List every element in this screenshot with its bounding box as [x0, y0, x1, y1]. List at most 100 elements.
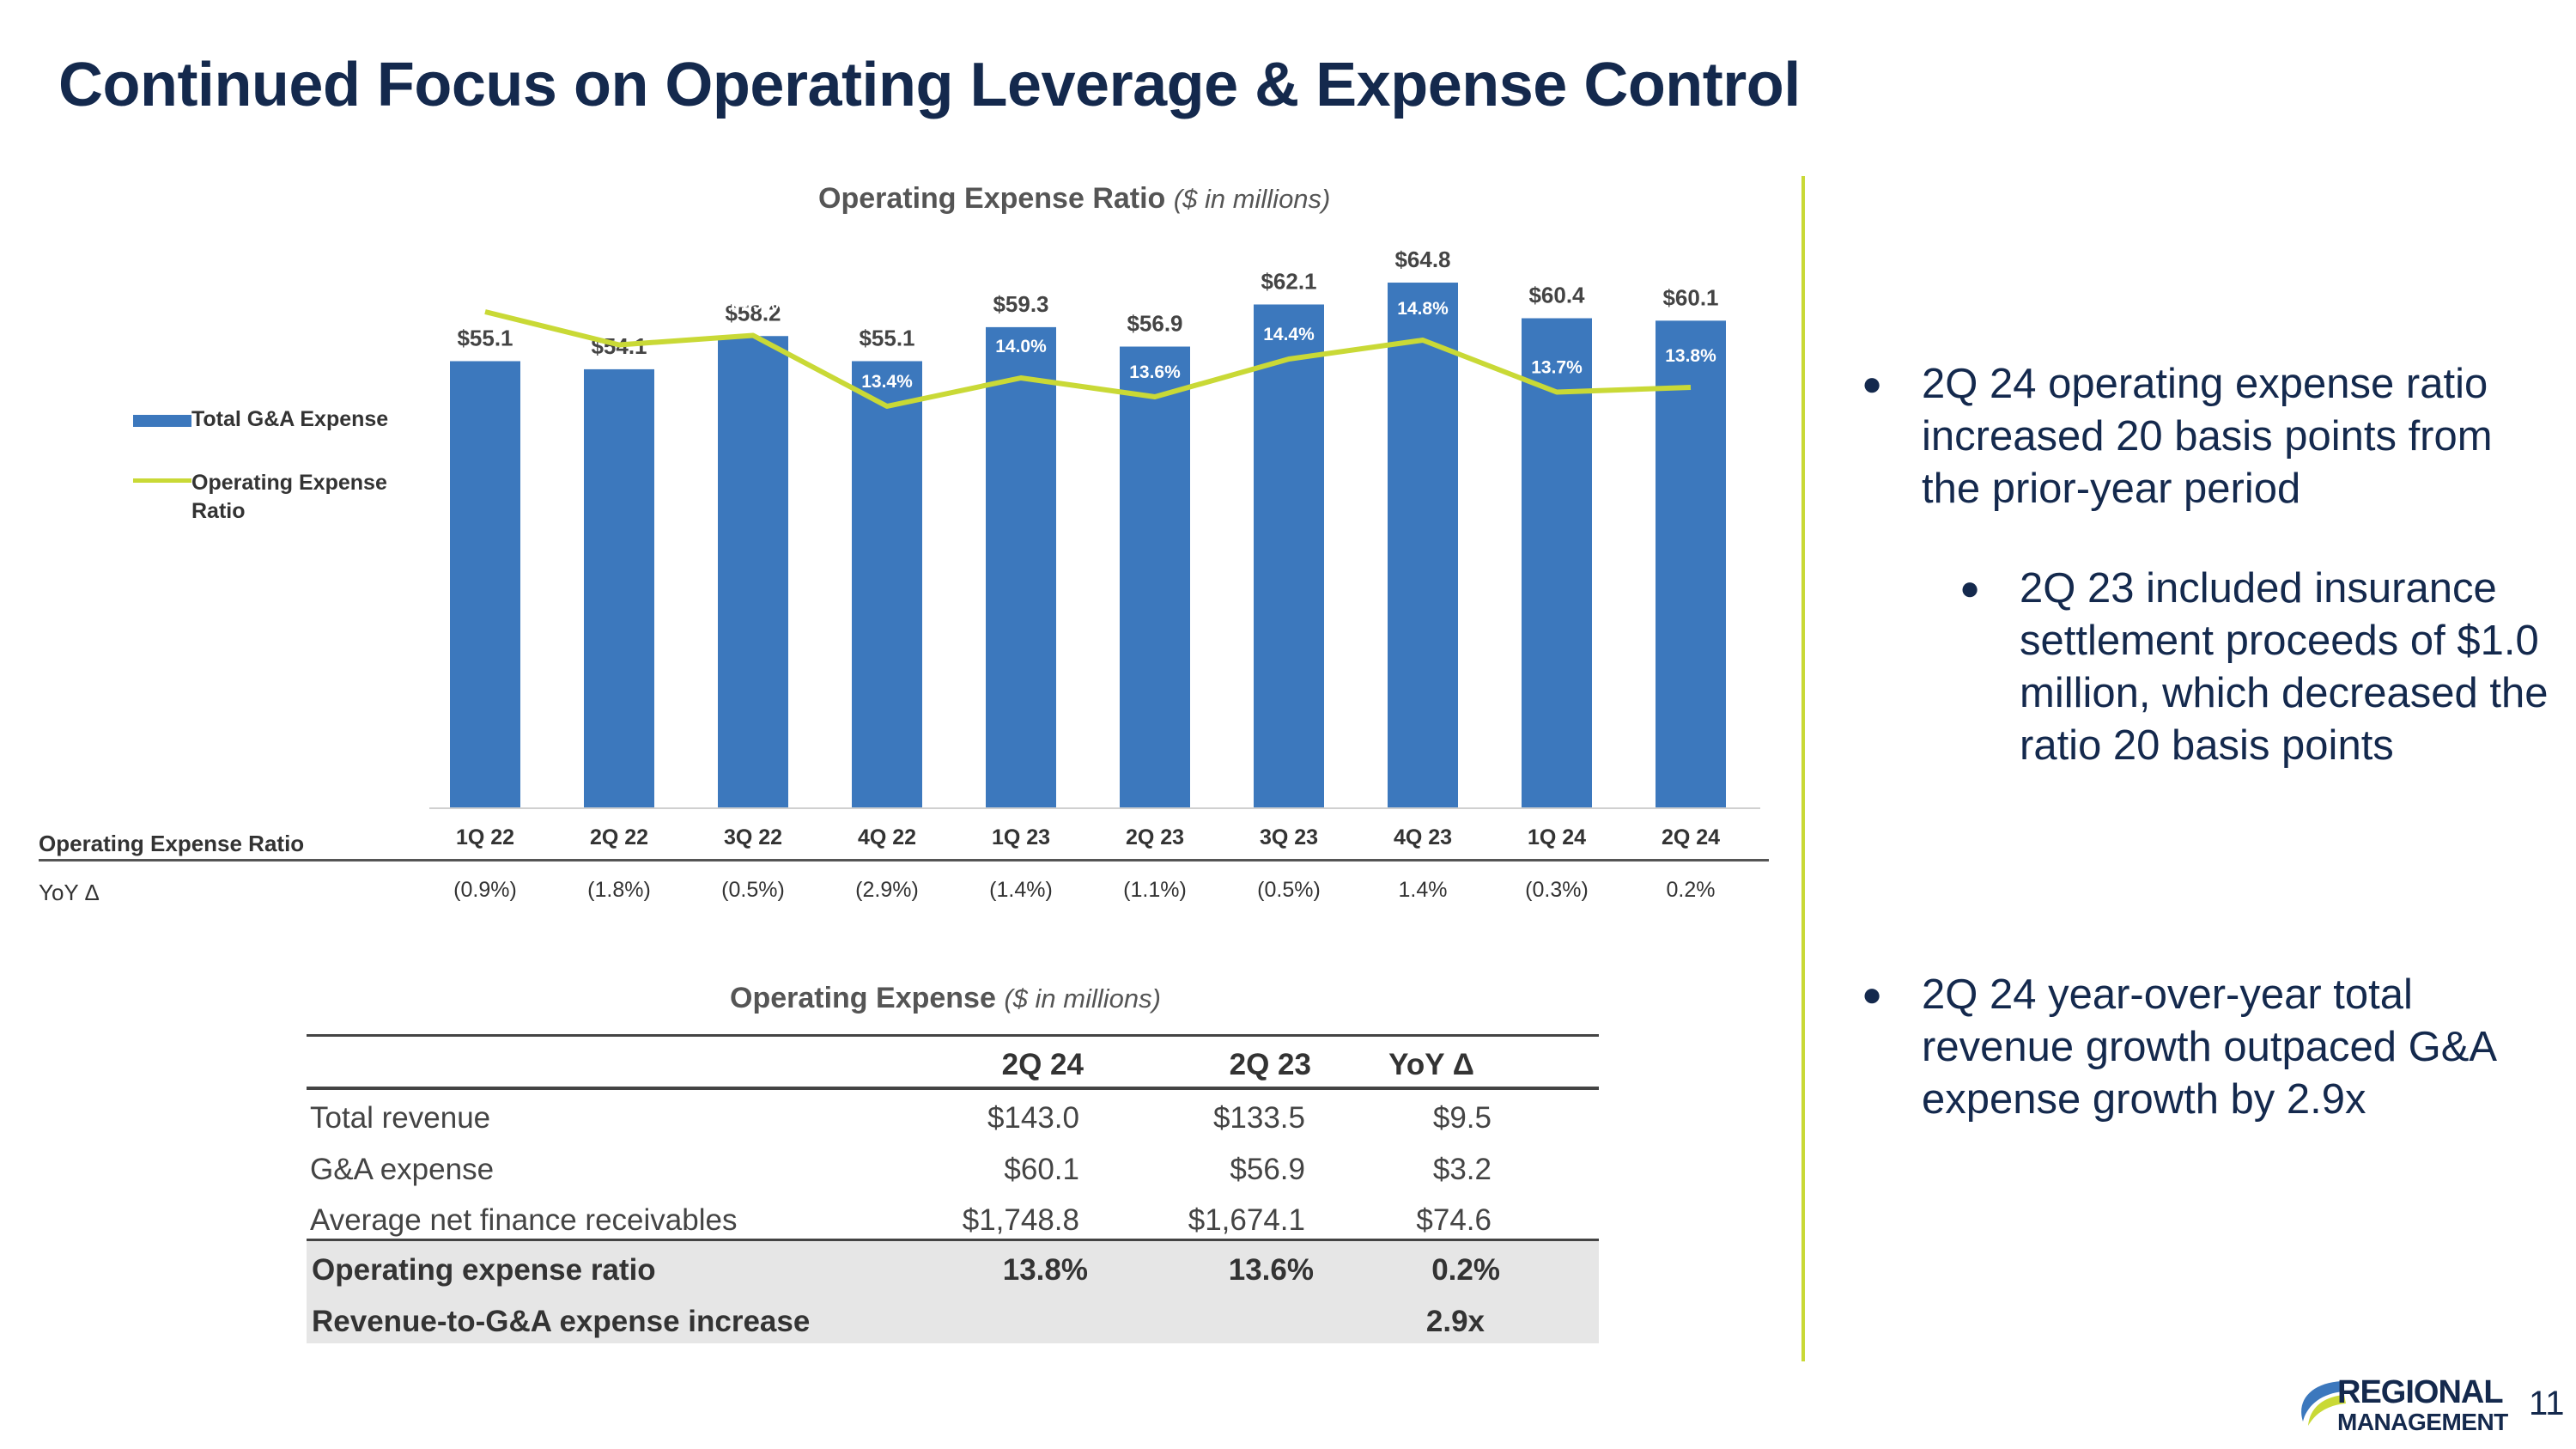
summary-label: Revenue-to-G&A expense increase	[312, 1305, 811, 1338]
ratio-row-label: Operating Expense Ratio	[39, 831, 305, 856]
bar-label-5: $56.9	[1127, 311, 1182, 337]
bar-2	[718, 336, 788, 807]
summary-value-2q23: 13.6%	[1228, 1253, 1314, 1287]
bullet-text: 2Q 24 year-over-year total revenue growt…	[1922, 971, 2495, 1123]
yoy-value-8: (0.3%)	[1525, 878, 1589, 902]
row-value-2q24: $60.1	[1004, 1153, 1079, 1186]
ratio-label-9: 13.8%	[1665, 346, 1716, 366]
yoy-value-3: (2.9%)	[855, 878, 919, 902]
logo-text-regional: REGIONAL	[2337, 1374, 2504, 1410]
ratio-label-2: 14.9%	[727, 295, 779, 314]
opex-table-title-units: ($ in millions)	[1004, 983, 1161, 1014]
bar-1	[584, 368, 654, 807]
row-label: Average net finance receivables	[310, 1203, 738, 1237]
row-label: Total revenue	[310, 1101, 491, 1135]
bar-label-8: $60.4	[1528, 283, 1585, 308]
opex-table-title-main: Operating Expense	[730, 982, 996, 1014]
divider-line	[1801, 176, 1805, 1361]
bullet-text: 2Q 23 included insurance settlement proc…	[2020, 565, 2549, 769]
yoy-value-1: (1.8%)	[587, 878, 651, 902]
header-2q23: 2Q 23	[1229, 1048, 1311, 1081]
bar-label-2: $58.2	[725, 300, 781, 326]
table-header-rule	[307, 1087, 1599, 1090]
yoy-value-0: (0.9%)	[453, 878, 517, 902]
row-value-2q24: $143.0	[987, 1101, 1079, 1135]
page-number: 11	[2529, 1385, 2565, 1422]
bar-7	[1388, 283, 1458, 807]
bar-label-3: $55.1	[859, 325, 914, 350]
x-tick-label-2: 3Q 22	[724, 825, 782, 849]
bar-label-4: $59.3	[993, 291, 1048, 317]
x-tick-label-6: 3Q 23	[1260, 825, 1318, 849]
x-tick-label-0: 1Q 22	[456, 825, 514, 849]
ratio-label-0: 15.4%	[459, 271, 511, 290]
row-value-2q24: $1,748.8	[962, 1203, 1079, 1237]
yoy-row-label: YoY Δ	[39, 880, 100, 905]
x-tick-label-5: 2Q 23	[1126, 825, 1184, 849]
logo-text-management: MANAGEMENT	[2337, 1409, 2508, 1435]
x-tick-label-1: 2Q 22	[590, 825, 648, 849]
ratio-label-7: 14.8%	[1397, 299, 1449, 319]
x-tick-label-8: 1Q 24	[1528, 825, 1586, 849]
bar-0	[450, 361, 520, 807]
yoy-value-6: (0.5%)	[1257, 878, 1321, 902]
x-tick-label-9: 2Q 24	[1662, 825, 1720, 849]
legend-swatch-bar	[133, 415, 191, 427]
summary-value-yoy: 2.9x	[1425, 1305, 1485, 1338]
chart-title-units: ($ in millions)	[1173, 184, 1331, 214]
ratio-label-3: 13.4%	[861, 372, 913, 392]
bar-5	[1120, 346, 1190, 807]
bar-label-6: $62.1	[1261, 268, 1316, 294]
summary-value-2q24: 13.8%	[1002, 1253, 1088, 1287]
bar-6	[1254, 304, 1324, 807]
table-summary-shading	[307, 1240, 1599, 1343]
logo-swoosh-icon	[2301, 1381, 2346, 1426]
ratio-line	[484, 309, 1692, 409]
bar-9	[1656, 320, 1726, 807]
yoy-value-9: 0.2%	[1666, 878, 1716, 902]
bar-label-7: $64.8	[1394, 247, 1450, 272]
x-tick-label-7: 4Q 23	[1394, 825, 1452, 849]
yoy-value-5: (1.1%)	[1123, 878, 1187, 902]
bar-4	[986, 326, 1056, 807]
yoy-value-2: (0.5%)	[721, 878, 785, 902]
yoy-value-7: 1.4%	[1398, 878, 1448, 902]
table-summary-rule	[307, 1239, 1599, 1241]
x-tick-label-3: 4Q 22	[858, 825, 916, 849]
company-logo: REGIONAL MANAGEMENT	[2294, 1374, 2518, 1435]
bar-label-0: $55.1	[457, 325, 513, 350]
ratio-label-6: 14.4%	[1263, 325, 1315, 344]
legend-label-line: Operating Expense Ratio	[191, 471, 387, 523]
row-label: G&A expense	[310, 1153, 495, 1186]
x-tick-label-4: 1Q 23	[992, 825, 1050, 849]
chart-title-main: Operating Expense Ratio	[818, 182, 1166, 215]
ratio-row-separator	[39, 859, 1769, 861]
summary-value-yoy: 0.2%	[1431, 1253, 1500, 1287]
summary-label: Operating expense ratio	[312, 1253, 656, 1287]
row-value-yoy: $9.5	[1432, 1101, 1492, 1135]
legend-swatch-line	[133, 478, 191, 483]
chart-title: Operating Expense Ratio ($ in millions)	[818, 182, 1330, 216]
bullet-text: 2Q 24 operating expense ratio increased …	[1922, 361, 2493, 512]
legend-label-bar: Total G&A Expense	[191, 407, 389, 431]
bullet-dot-icon: ●	[1862, 976, 1883, 1014]
table-top-rule	[307, 1034, 1599, 1037]
header-yoy: YoY Δ	[1388, 1048, 1474, 1081]
yoy-value-4: (1.4%)	[989, 878, 1053, 902]
row-value-yoy: $74.6	[1416, 1203, 1492, 1237]
ratio-label-1: 14.7%	[593, 311, 645, 331]
ratio-label-5: 13.6%	[1129, 362, 1181, 382]
row-value-2q23: $133.5	[1212, 1101, 1305, 1135]
row-value-2q23: $1,674.1	[1188, 1203, 1305, 1237]
row-value-2q23: $56.9	[1230, 1153, 1305, 1186]
header-2q24: 2Q 24	[1001, 1048, 1084, 1081]
bar-3	[852, 361, 922, 807]
bar-8	[1522, 318, 1592, 807]
opex-table-title: Operating Expense ($ in millions)	[730, 982, 1161, 1015]
bullet-dot-icon: ●	[1959, 569, 1981, 607]
ratio-label-4: 14.0%	[995, 337, 1047, 356]
ratio-label-8: 13.7%	[1531, 358, 1583, 378]
page-title: Continued Focus on Operating Leverage & …	[58, 51, 1801, 119]
bullet-dot-icon: ●	[1862, 365, 1883, 403]
opex-ratio-chart: $55.11Q 22$54.12Q 22$58.23Q 22$55.14Q 22…	[429, 247, 1760, 849]
